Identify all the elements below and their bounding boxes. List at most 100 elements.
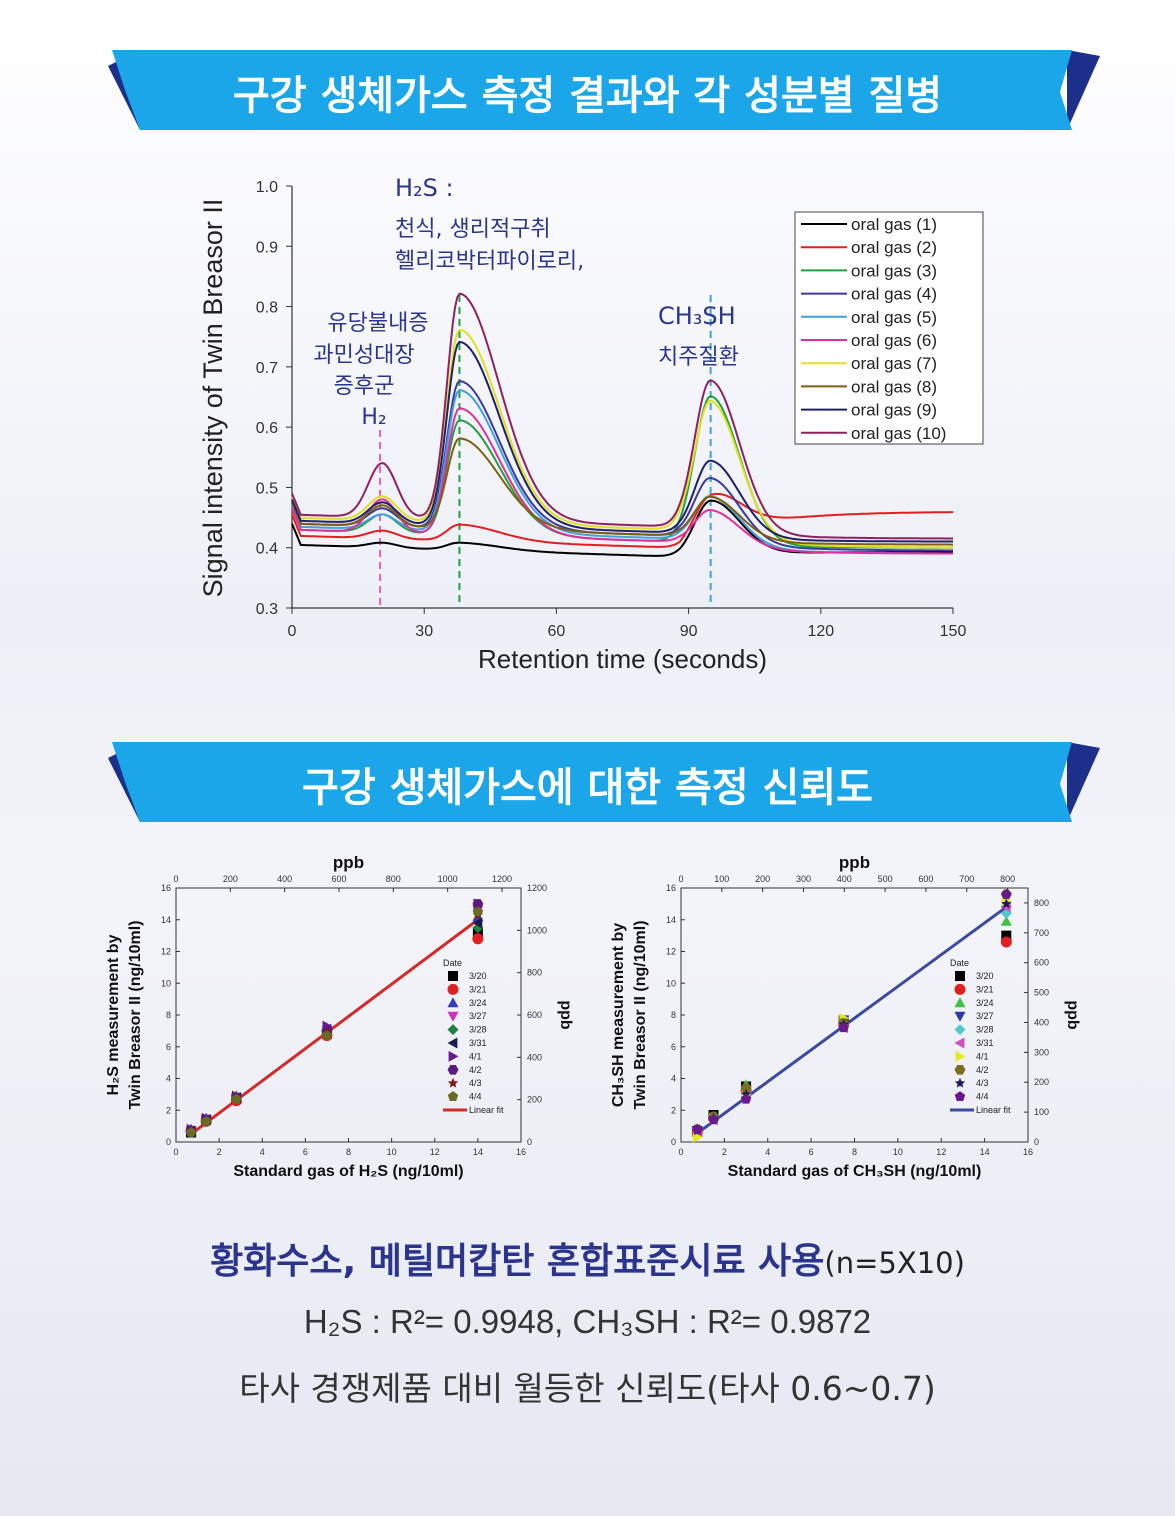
data-point (447, 1037, 458, 1049)
data-point (230, 1095, 242, 1107)
data-point (447, 1024, 459, 1036)
annotation-h2s-formula: H₂S : (395, 174, 454, 202)
legend-label: oral gas (10) (851, 424, 946, 443)
legend-label: 3/28 (469, 1025, 487, 1035)
data-point (1000, 907, 1012, 919)
data-point (740, 1083, 752, 1093)
x-tick-label: 6 (809, 1147, 814, 1157)
data-point (954, 1091, 966, 1101)
top-tick-label: 1200 (492, 874, 512, 884)
data-point (692, 1125, 703, 1136)
y-tick-label: 14 (161, 915, 171, 925)
legend-label: oral gas (8) (851, 377, 937, 396)
y-tick-label: 0.4 (256, 541, 278, 558)
y-tick-label: 4 (166, 1074, 171, 1084)
annotation-ch3sh-formula: CH₃SH (658, 302, 736, 330)
data-point (838, 1022, 849, 1033)
top-tick-label: 800 (386, 874, 401, 884)
data-point (838, 1018, 850, 1028)
data-point (740, 1085, 752, 1096)
y-tick-label: 14 (666, 915, 676, 925)
data-point (1000, 901, 1011, 913)
legend-label: 4/3 (469, 1078, 482, 1088)
data-point (708, 1114, 719, 1125)
right-tick-label: 100 (1034, 1107, 1049, 1117)
y-tick-label: 2 (671, 1105, 676, 1115)
banner-middle: 구강 생체가스에 대한 측정 신뢰도 (0, 742, 1175, 822)
data-point (186, 1123, 197, 1135)
legend-label: 4/2 (976, 1065, 989, 1075)
series-line-9 (291, 340, 953, 543)
data-point (708, 1113, 719, 1124)
data-point (185, 1127, 197, 1138)
data-point (1001, 930, 1012, 941)
legend-label: oral gas (1) (851, 215, 937, 234)
data-point (200, 1112, 212, 1123)
data-point (708, 1112, 720, 1124)
data-point (954, 1011, 966, 1022)
right-tick-label: 1200 (527, 883, 547, 893)
data-point (954, 997, 966, 1008)
data-point (955, 1050, 966, 1062)
banner-top-title: 구강 생체가스 측정 결과와 각 성분별 질병 (232, 73, 943, 119)
data-point (708, 1110, 719, 1121)
top-tick-label: 1000 (438, 874, 458, 884)
data-point (708, 1111, 719, 1123)
right-axis-label: ppb (557, 1000, 574, 1030)
data-point (185, 1126, 197, 1137)
data-point (230, 1092, 241, 1103)
top-tick-label: 500 (878, 874, 893, 884)
data-point (447, 1077, 459, 1088)
x-tick-label: 14 (980, 1147, 990, 1157)
y-tick-label: 16 (161, 883, 171, 893)
y-tick-label: 2 (166, 1105, 171, 1115)
x-tick-label: 8 (852, 1147, 857, 1157)
data-point (201, 1112, 212, 1124)
legend-title: Date (443, 958, 462, 968)
y-tick-label: 10 (666, 978, 676, 988)
y-tick-label: 6 (166, 1042, 171, 1052)
data-point (740, 1090, 751, 1102)
data-point (691, 1124, 703, 1135)
data-point (447, 997, 459, 1008)
annotation-h2s-line2: 헬리코박터파이로리, (395, 249, 584, 274)
series-line-8 (291, 437, 953, 546)
x-axis-label: Retention time (seconds) (478, 644, 767, 674)
top-tick-label: 200 (223, 874, 238, 884)
data-point (472, 909, 484, 920)
x-tick-label: 0 (173, 1147, 178, 1157)
banner-top: 구강 생체가스 측정 결과와 각 성분별 질병 (0, 50, 1175, 130)
data-point (230, 1093, 242, 1105)
legend-label: 3/20 (469, 971, 487, 981)
data-point (200, 1115, 212, 1125)
right-tick-label: 400 (1034, 1017, 1049, 1027)
data-point (185, 1127, 197, 1137)
data-point (321, 1029, 332, 1040)
data-point (201, 1114, 212, 1125)
y-tick-label: 0 (671, 1137, 676, 1147)
summary-title: 황화수소, 메틸머캅탄 혼합표준시료 사용(n=5X10) (0, 1232, 1175, 1284)
legend-label: 3/21 (469, 984, 487, 994)
data-point (838, 1016, 849, 1027)
right-tick-label: 1000 (527, 925, 547, 935)
data-point (708, 1112, 719, 1123)
data-point (200, 1114, 211, 1126)
data-point (740, 1088, 752, 1099)
right-tick-label: 500 (1034, 988, 1049, 998)
data-point (186, 1127, 197, 1138)
data-point (955, 971, 965, 981)
y-tick-label: 8 (671, 1010, 676, 1020)
legend-label: oral gas (9) (851, 401, 937, 420)
data-point (740, 1085, 752, 1097)
legend-label: oral gas (4) (851, 285, 937, 304)
right-tick-label: 600 (527, 1010, 542, 1020)
data-point (230, 1092, 242, 1103)
data-point (200, 1115, 212, 1126)
x-tick-label: 6 (303, 1147, 308, 1157)
legend-title: Date (950, 958, 969, 968)
chromatogram-chart: 0.3 0.4 0.5 0.6 0.7 0.8 0.9 1.0 0 30 60 90 120 150 Ret… (198, 174, 984, 674)
legend-label: oral gas (6) (851, 331, 937, 350)
y-tick-label: 16 (666, 883, 676, 893)
legend-label: oral gas (3) (851, 261, 937, 280)
legend-fit-label: Linear fit (469, 1105, 504, 1115)
